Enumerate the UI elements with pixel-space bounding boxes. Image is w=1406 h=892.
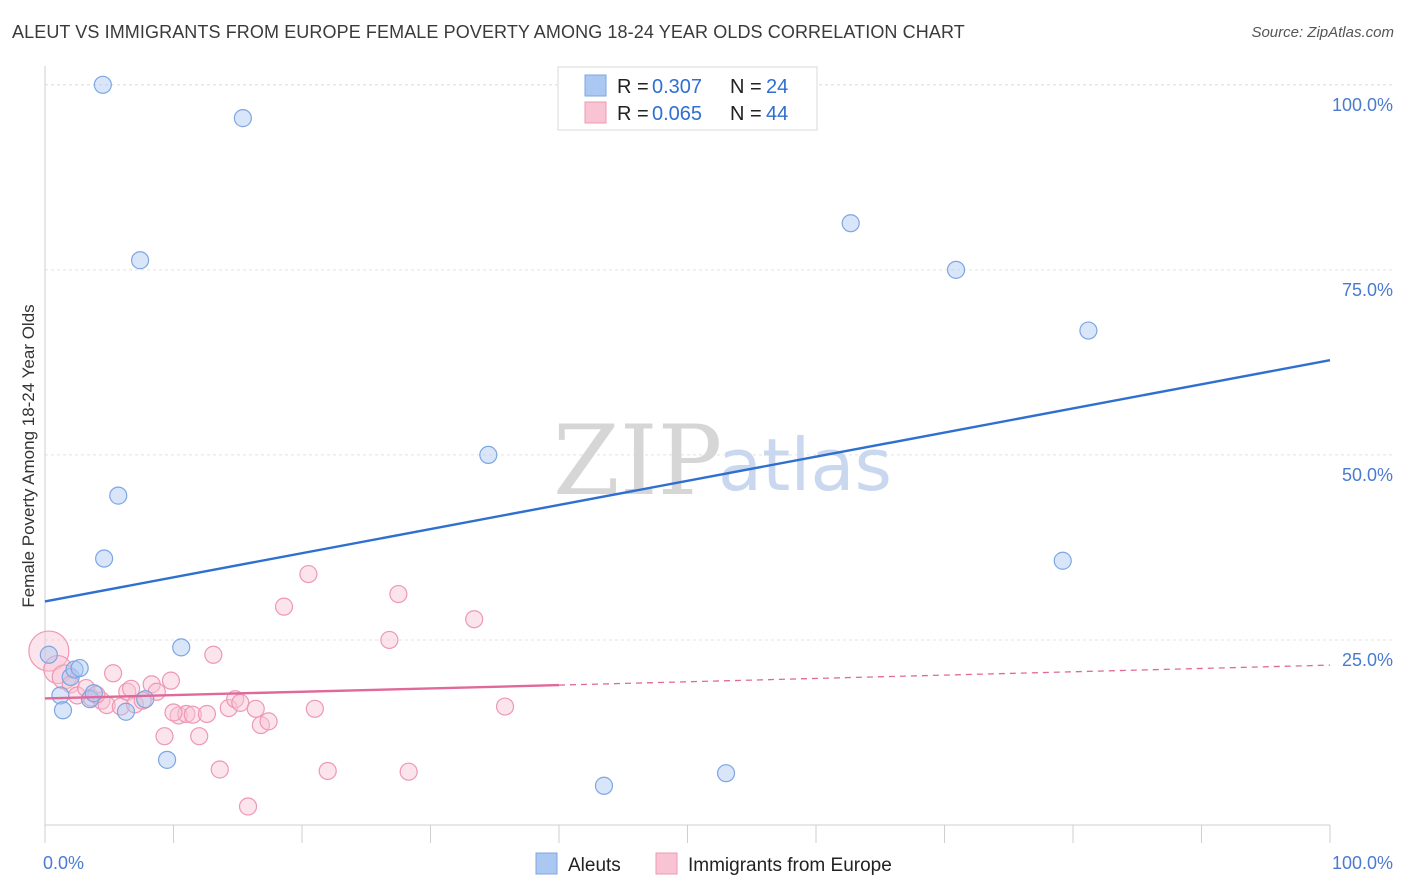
- y-tick-label: 50.0%: [1342, 465, 1393, 485]
- europe-point: [155, 727, 174, 746]
- aleut-point: [95, 549, 114, 568]
- series-legend-swatch-aleuts: [535, 852, 558, 875]
- europe-point: [231, 693, 250, 712]
- y-tick-label: 100.0%: [1332, 95, 1393, 115]
- legend-n-value-aleuts: 24: [766, 76, 788, 98]
- europe-point: [246, 699, 265, 718]
- legend-r-value-europe: 0.065: [652, 103, 702, 125]
- aleut-point: [84, 684, 103, 703]
- aleut-point: [172, 638, 191, 657]
- europe-point: [219, 698, 238, 718]
- europe-point: [274, 597, 294, 616]
- aleut-point: [1079, 321, 1098, 340]
- x-tick-label-min: 0.0%: [43, 853, 84, 873]
- axes: [44, 66, 1331, 843]
- x-tick-label-max: 100.0%: [1332, 853, 1393, 873]
- series-legend: Aleuts Immigrants from Europe: [535, 852, 892, 876]
- grid-lines: [45, 84, 1393, 641]
- europe-point: [259, 712, 278, 731]
- europe-point: [51, 664, 77, 690]
- aleut-point: [136, 690, 155, 709]
- europe-point: [169, 706, 188, 725]
- y-axis-label: Female Poverty Among 18-24 Year Olds: [19, 304, 38, 607]
- europe-point: [204, 645, 223, 664]
- europe-point: [210, 760, 229, 779]
- legend-r-label-aleuts: R =: [617, 76, 649, 98]
- europe-point: [305, 699, 324, 718]
- series-legend-label-aleuts: Aleuts: [568, 855, 621, 876]
- europe-point: [183, 705, 202, 724]
- europe-point: [121, 679, 141, 698]
- europe-point: [61, 675, 80, 694]
- aleut-point: [70, 658, 89, 678]
- europe-point: [389, 584, 408, 604]
- aleut-point: [1053, 551, 1072, 570]
- aleut-point: [130, 251, 150, 270]
- trend-lines: [44, 358, 1331, 700]
- europe-point: [161, 671, 181, 690]
- aleut-point: [841, 214, 860, 233]
- europe-point: [399, 762, 418, 781]
- watermark-zip-text: ZIP: [553, 405, 722, 517]
- europe-point: [104, 664, 123, 683]
- europe-point: [299, 564, 318, 584]
- legend-r-value-aleuts: 0.307: [652, 76, 702, 98]
- y-tick-label: 75.0%: [1342, 280, 1393, 300]
- europe-point: [28, 630, 70, 672]
- aleut-point: [157, 750, 177, 769]
- watermark-atlas-text: atlas: [718, 423, 892, 507]
- aleut-point: [594, 776, 614, 795]
- aleut-point: [479, 445, 498, 465]
- aleut-point: [51, 686, 70, 705]
- aleut-point: [53, 701, 73, 720]
- series-legend-swatch-europe: [655, 852, 678, 875]
- europe-point: [164, 703, 183, 722]
- aleut-point: [233, 109, 252, 128]
- watermark: ZIP atlas: [553, 405, 892, 517]
- europe-trend-line: [44, 683, 560, 700]
- europe-point: [197, 704, 217, 724]
- aleut-point: [109, 486, 128, 505]
- europe-point: [380, 630, 399, 650]
- aleut-point: [716, 764, 736, 783]
- europe-point: [190, 727, 209, 746]
- europe-point: [318, 761, 337, 781]
- legend-swatch-europe: [584, 101, 607, 124]
- legend-n-label-europe: N =: [730, 103, 762, 125]
- series-legend-label-europe: Immigrants from Europe: [688, 855, 892, 876]
- legend-r-label-europe: R =: [617, 103, 649, 125]
- aleut-point: [39, 645, 58, 664]
- aleut-point: [946, 260, 966, 279]
- europe-point: [238, 797, 258, 816]
- legend-swatch-aleuts: [584, 74, 607, 97]
- europe-trend-line-extension: [558, 664, 1331, 686]
- legend-n-value-europe: 44: [766, 103, 788, 125]
- data-points: [28, 75, 1098, 816]
- aleut-point: [116, 702, 136, 721]
- chart-title: ALEUT VS IMMIGRANTS FROM EUROPE FEMALE P…: [12, 22, 965, 42]
- europe-point: [465, 610, 484, 629]
- aleut-trend-line: [44, 358, 1331, 603]
- legend-n-label-aleuts: N =: [730, 76, 762, 98]
- europe-point: [495, 697, 515, 716]
- correlation-legend: R = 0.307 N = 24 R = 0.065 N = 44: [557, 66, 818, 131]
- tick-labels: 25.0% 50.0% 75.0% 100.0% 0.0% 100.0%: [43, 95, 1393, 873]
- aleut-point: [93, 75, 112, 94]
- source-credit: Source: ZipAtlas.com: [1251, 24, 1394, 41]
- y-tick-label: 25.0%: [1342, 650, 1393, 670]
